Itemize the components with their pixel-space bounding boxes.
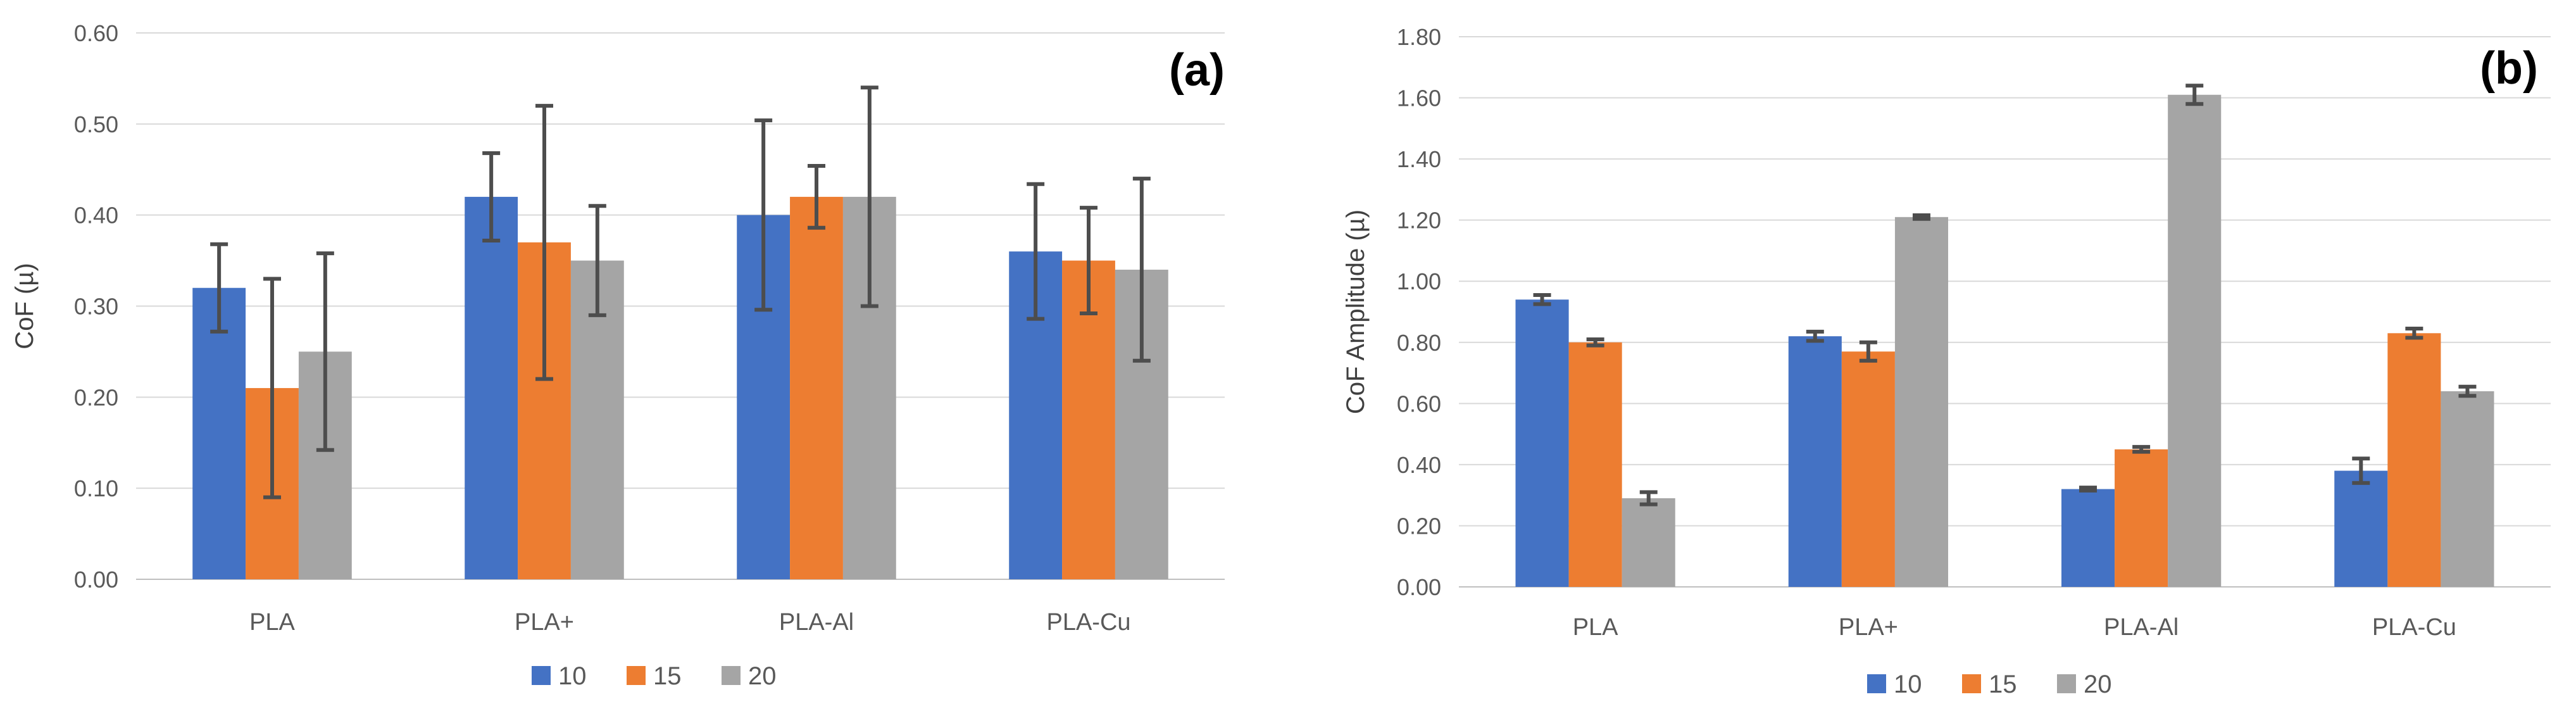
error-bar-10-PLA-Al <box>754 118 773 312</box>
y-tick-label: 0.30 <box>74 294 118 320</box>
bar-10-PLA-Al <box>2061 489 2115 587</box>
y-tick-label: 1.60 <box>1397 85 1441 111</box>
y-tick-label: 1.80 <box>1397 24 1441 50</box>
error-bar-15-PLA+ <box>535 104 553 381</box>
x-category-label: PLA-Al <box>779 609 854 636</box>
x-category-label: PLA <box>1573 614 1618 641</box>
error-bar-20-PLA-Al <box>2185 84 2204 106</box>
error-bar-20-PLA+ <box>1912 213 1930 221</box>
y-tick-label: 0.80 <box>1397 330 1441 356</box>
bar-20-PLA-Al <box>2168 94 2222 587</box>
legend-swatch-20 <box>722 666 741 685</box>
legend-swatch-10 <box>532 666 551 685</box>
bar-15-PLA-Cu <box>2387 333 2441 587</box>
bar-15-PLA-Al <box>2115 449 2168 587</box>
error-bar-15-PLA-Al <box>2132 444 2151 454</box>
chart-panel-a: 0.00 0.10 0.20 0.30 0.40 0.50 0.60 CoF (µ) (a) PL… <box>11 20 1225 690</box>
error-bar-20-PLA+ <box>588 204 606 317</box>
y-axis-label: CoF (µ) <box>11 263 39 349</box>
error-bar-15-PLA <box>263 277 281 500</box>
error-bar-10-PLA+ <box>482 151 501 242</box>
x-category-label: PLA+ <box>515 609 574 636</box>
y-tick-label: 0.40 <box>74 203 118 229</box>
legend-label-15: 15 <box>653 662 682 690</box>
chart-panel-b: 0.00 0.20 0.40 0.60 0.80 1.00 1.20 1.40 1.60 1.80… <box>1342 24 2551 698</box>
error-bar-15-PLA-Cu <box>1080 206 1097 316</box>
error-bar-15-PLA+ <box>1859 340 1877 363</box>
error-bar-10-PLA-Al <box>2079 486 2098 493</box>
legend-swatch-15 <box>1962 674 1981 693</box>
bar-20-PLA+ <box>1894 217 1949 588</box>
panel-label: (b) <box>2480 43 2538 94</box>
bar-10-PLA+ <box>1788 336 1842 587</box>
x-category-label: PLA-Al <box>2104 614 2179 641</box>
error-bar-15-PLA-Al <box>808 163 825 230</box>
bar-15-PLA-Al <box>790 196 843 579</box>
y-tick-label: 0.20 <box>74 384 118 410</box>
bar-20-PLA-Cu <box>2441 391 2494 587</box>
error-bar-10-PLA <box>210 242 228 334</box>
legend-label-15: 15 <box>1989 670 2017 698</box>
error-bar-20-PLA-Al <box>860 85 878 308</box>
x-category-label: PLA <box>249 609 295 636</box>
bar-15-PLA <box>1568 342 1622 587</box>
y-tick-label: 0.60 <box>74 20 118 46</box>
error-bar-10-PLA-Cu <box>1027 182 1045 321</box>
bar-10-PLA+ <box>465 196 518 579</box>
error-bar-20-PLA-Cu <box>1132 177 1151 363</box>
legend-label-20: 20 <box>2084 670 2112 698</box>
y-tick-label: 1.00 <box>1397 268 1441 294</box>
error-bar-10-PLA+ <box>1806 329 1824 343</box>
y-tick-label: 0.20 <box>1397 513 1441 539</box>
error-bar-10-PLA <box>1533 292 1551 306</box>
panel-label: (a) <box>1169 45 1225 96</box>
legend-label-10: 10 <box>1894 670 1922 698</box>
y-tick-label: 1.40 <box>1397 146 1441 172</box>
bar-10-PLA <box>192 287 246 579</box>
legend-swatch-10 <box>1867 674 1886 693</box>
legend-label-10: 10 <box>558 662 587 690</box>
error-bar-20-PLA-Cu <box>2458 384 2477 398</box>
error-bar-10-PLA-Cu <box>2352 456 2370 485</box>
bar-10-PLA-Cu <box>2334 470 2388 587</box>
legend-swatch-15 <box>627 666 646 685</box>
x-category-label: PLA+ <box>1839 614 1898 641</box>
y-tick-label: 1.20 <box>1397 208 1441 234</box>
y-tick-label: 0.10 <box>74 475 118 501</box>
y-tick-label: 0.40 <box>1397 452 1441 478</box>
error-bar-20-PLA <box>1639 490 1658 506</box>
legend-label-20: 20 <box>748 662 777 690</box>
y-tick-label: 0.00 <box>74 567 118 593</box>
x-category-label: PLA-Cu <box>2372 614 2456 641</box>
bar-10-PLA <box>1515 299 1569 587</box>
error-bar-15-PLA <box>1586 337 1604 348</box>
legend-swatch-20 <box>2057 674 2076 693</box>
y-tick-label: 0.60 <box>1397 391 1441 417</box>
bar-20-PLA <box>1622 498 1675 587</box>
y-tick-label: 0.00 <box>1397 574 1441 600</box>
y-tick-label: 0.50 <box>74 111 118 137</box>
bar-15-PLA+ <box>1841 351 1895 587</box>
y-axis-label: CoF Amplitude (µ) <box>1342 210 1370 414</box>
error-bar-15-PLA-Cu <box>2405 327 2423 340</box>
error-bar-20-PLA <box>316 251 334 452</box>
x-category-label: PLA-Cu <box>1046 609 1130 636</box>
